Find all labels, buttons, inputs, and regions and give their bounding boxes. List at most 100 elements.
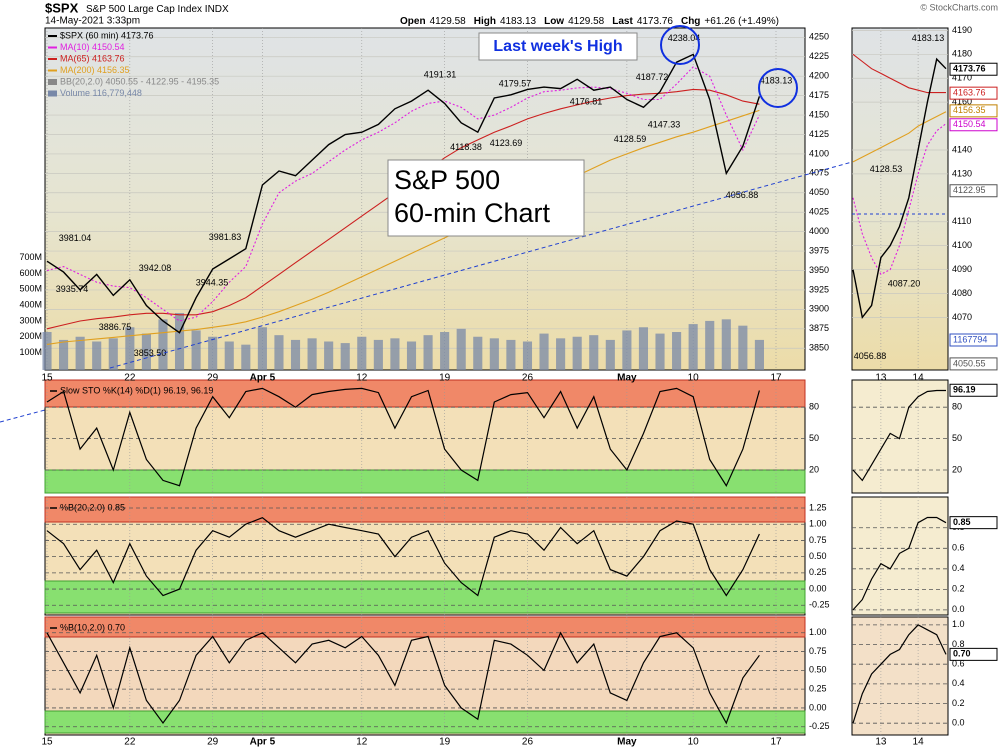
x-tick-label: 29 [207, 737, 219, 748]
y-tick-label: 4160 [952, 97, 972, 107]
legend-entry: $SPX (60 min) 4173.76 [60, 30, 154, 40]
x-tick-label: May [617, 737, 637, 748]
x-tick-label: 13 [875, 737, 887, 748]
indicator-title: %B(20,2.0) 0.85 [60, 502, 125, 512]
value-tag [949, 86, 998, 100]
y-tick-label: 4140 [952, 144, 972, 154]
price-annotation: 4191.31 [424, 69, 457, 79]
volume-bar [473, 336, 483, 370]
value-tag-label: 4173.76 [953, 64, 986, 74]
value-tag-label: 4050.55 [953, 358, 986, 368]
value-tag-label: 4156.35 [953, 105, 986, 115]
trend-line [804, 161, 853, 176]
y-tick-label: 20 [952, 464, 962, 474]
price-annotation: 3944.35 [196, 277, 229, 287]
y-tick-label: 0.00 [809, 702, 827, 712]
y-tick-label: 0.4 [952, 678, 965, 688]
y-tick-label: 4025 [809, 207, 829, 217]
legend-entry: MA(65) 4163.76 [60, 53, 125, 63]
x-tick-label: 19 [439, 373, 451, 384]
y-tick-label: 4050 [809, 187, 829, 197]
name: S&P 500 Large Cap Index [86, 4, 202, 15]
quote-label: Chg [681, 16, 700, 27]
y-tick-label: 4125 [809, 129, 829, 139]
legend-entry: MA(200) 4156.35 [60, 65, 130, 75]
value-tag [949, 383, 998, 397]
quote-label: High [474, 16, 496, 27]
x-tick-label: 29 [207, 373, 219, 384]
volume-tag [949, 333, 998, 347]
volume-bar [357, 336, 367, 370]
quote-line: Open 4129.58 High 4183.13 Low 4129.58 Last 4173… [400, 16, 779, 27]
indicator-title: Slow STO %K(14) %D(1) 96.19, 96.19 [60, 385, 213, 395]
value-tag-label: 4150.54 [953, 119, 986, 129]
price-annotation: 4179.57 [499, 78, 532, 88]
price-annotation: 4147.33 [648, 120, 681, 130]
x-tick-label: Apr 5 [250, 737, 276, 748]
price-annotation: 3886.75 [99, 322, 132, 332]
volume-bar [655, 333, 665, 370]
y-tick-label: 4175 [809, 90, 829, 100]
line-series [852, 111, 947, 163]
y-tick-label: 4110 [952, 216, 971, 226]
y-tick-label: 80 [952, 402, 962, 412]
highlight-circle [660, 25, 700, 65]
volume-bar [92, 341, 102, 370]
y-tick-label: 4100 [809, 148, 829, 158]
x-tick-label: 22 [124, 373, 136, 384]
y-tick-label: 0.00 [809, 583, 827, 593]
value-tag-label: 96.19 [953, 385, 976, 395]
volume-bar [572, 336, 582, 370]
volume-bar [638, 327, 649, 370]
y-tick-label: 0.75 [809, 535, 827, 545]
exchange: INDX [205, 4, 229, 15]
overbought-band [44, 496, 806, 523]
value-tag [949, 516, 998, 530]
highlight-circle [758, 68, 798, 108]
volume-bar [589, 335, 599, 370]
x-tick-label: Apr 5 [250, 373, 276, 384]
volume-bar [257, 327, 267, 370]
volume-bar [721, 319, 731, 370]
title-box [387, 159, 585, 237]
x-tick-label: 10 [688, 373, 700, 384]
volume-bar [324, 341, 334, 370]
price-annotation: 4187.72 [636, 72, 669, 82]
x-tick-label: 12 [356, 737, 368, 748]
volume-bar [290, 339, 301, 370]
security-name: S&P 500 Large Cap Index INDX [86, 4, 229, 15]
date: 14-May-2021 3:33pm [45, 16, 140, 27]
trend-line [0, 409, 46, 423]
volume-bar [59, 339, 69, 370]
y-tick-label: 4130 [952, 168, 972, 178]
price-annotation: 4238.04 [668, 33, 701, 43]
price-annotation: 4123.69 [490, 138, 523, 148]
volume-bar [373, 339, 383, 370]
price-annotation: 3942.08 [139, 263, 172, 273]
y-tick-label: 4080 [952, 288, 972, 298]
x-tick-label: 14 [913, 737, 925, 748]
quote-label: Open [400, 16, 426, 27]
legend-swatch [48, 79, 57, 85]
line-series [852, 53, 946, 94]
value-tag [949, 62, 998, 76]
legend-entry: MA(10) 4150.54 [60, 42, 125, 52]
x-tick-label: 14 [913, 373, 925, 384]
y2-tick-label: 200M [19, 331, 42, 341]
price-annotation: 4056.88 [854, 351, 887, 361]
line-series [46, 517, 760, 597]
line-series [46, 109, 760, 345]
value-tag [949, 357, 998, 371]
y-tick-label: 0.0 [952, 718, 965, 728]
volume-bar [340, 343, 350, 370]
volume-bar [406, 341, 417, 370]
x-tick-label: 15 [41, 737, 53, 748]
y-tick-label: 0.2 [952, 584, 965, 594]
volume-tag-label: 1167794 [953, 334, 987, 344]
x-tick-label: 26 [522, 373, 534, 384]
quote-value: 4129.58 [430, 16, 467, 27]
x-tick-label: 15 [41, 373, 53, 384]
symbol: $SPX [45, 0, 79, 15]
line-series [852, 57, 947, 320]
value-tag [949, 118, 998, 132]
